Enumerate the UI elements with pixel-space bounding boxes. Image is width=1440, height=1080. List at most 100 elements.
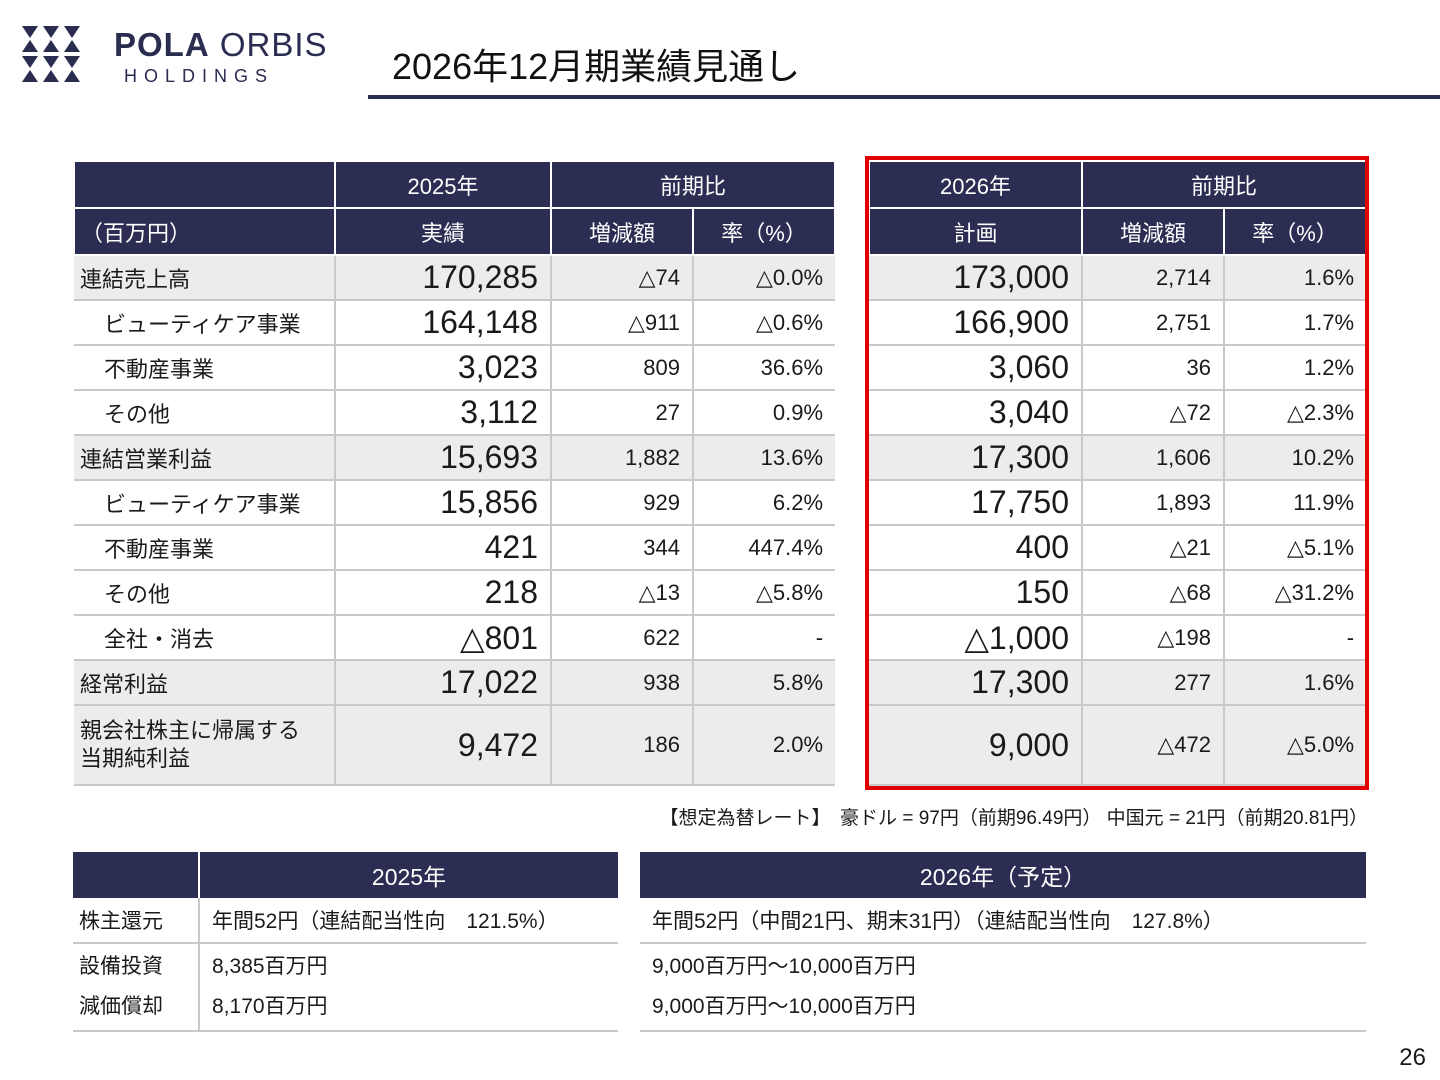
row-diff: △72	[1082, 390, 1225, 436]
row-diff: 809	[551, 345, 694, 391]
table-row: 3,060 36 1.2%	[869, 345, 1367, 391]
capex-depreciation-values: 9,000百万円～10,000百万円 9,000百万円～10,000百万円	[640, 943, 1366, 1032]
logo-triangles-icon	[22, 26, 80, 82]
row-diff: 186	[551, 705, 694, 786]
logo-subtitle: HOLDINGS	[124, 66, 275, 86]
row-rate: 447.4%	[693, 525, 836, 571]
table-row: ビューティケア事業 164,148 △911 △0.6%	[74, 300, 836, 346]
row-diff: 929	[551, 480, 694, 526]
header-rate: 率（%）	[691, 207, 837, 256]
row-label: その他	[74, 390, 336, 436]
row-label: 不動産事業	[74, 525, 336, 571]
row-value: 15,856	[335, 480, 552, 526]
depreciation-label: 減価償却	[79, 995, 163, 1018]
row-rate: 1.7%	[1224, 300, 1367, 346]
row-value: 150	[869, 570, 1083, 616]
row-rate: 1.6%	[1224, 255, 1367, 301]
table-row: 連結営業利益 15,693 1,882 13.6%	[74, 435, 836, 481]
row-rate: 36.6%	[693, 345, 836, 391]
table-row: 166,900 2,751 1.7%	[869, 300, 1367, 346]
table-row: 17,750 1,893 11.9%	[869, 480, 1367, 526]
table-row: 設備投資 減価償却 8,385百万円 8,170百万円	[73, 943, 618, 1032]
row-diff: 1,606	[1082, 435, 1225, 481]
row-rate: 0.9%	[693, 390, 836, 436]
table-row: その他 3,112 27 0.9%	[74, 390, 836, 436]
row-value: 166,900	[869, 300, 1083, 346]
row-rate: 2.0%	[693, 705, 836, 786]
row-label: 連結営業利益	[74, 435, 336, 481]
row-value: 400	[869, 525, 1083, 571]
depreciation-value: 9,000百万円～10,000百万円	[652, 995, 916, 1018]
dividend-label: 株主還元	[73, 898, 200, 944]
capex-label: 設備投資	[79, 955, 163, 978]
row-value: △801	[335, 615, 552, 661]
row-diff: 938	[551, 660, 694, 706]
row-value: 421	[335, 525, 552, 571]
header-blank	[73, 852, 199, 898]
row-label: 親会社株主に帰属する 当期純利益	[74, 705, 336, 786]
row-value: 170,285	[335, 255, 552, 301]
row-diff: 1,893	[1082, 480, 1225, 526]
company-logo: POLA ORBIS HOLDINGS	[22, 26, 342, 90]
row-rate: 1.6%	[1224, 660, 1367, 706]
plan-2026-table: 2026年 前期比 計画 増減額 率（%） 173,000 2,714 1.6%…	[868, 160, 1368, 786]
table-row: 不動産事業 421 344 447.4%	[74, 525, 836, 571]
row-diff: 277	[1082, 660, 1225, 706]
row-value: 173,000	[869, 255, 1083, 301]
row-label: 連結売上高	[74, 255, 336, 301]
row-diff: 36	[1082, 345, 1225, 391]
header-year-2025: 2025年	[198, 852, 618, 898]
row-diff: △68	[1082, 570, 1225, 616]
row-diff: 2,714	[1082, 255, 1225, 301]
row-value: △1,000	[869, 615, 1083, 661]
table-row: 173,000 2,714 1.6%	[869, 255, 1367, 301]
header-plan: 計画	[868, 207, 1083, 256]
table-row: 400 △21 △5.1%	[869, 525, 1367, 571]
row-value: 218	[335, 570, 552, 616]
row-value: 3,040	[869, 390, 1083, 436]
row-rate: -	[693, 615, 836, 661]
row-value: 164,148	[335, 300, 552, 346]
shareholder-return-2025-table: 2025年 株主還元 年間52円（連結配当性向 121.5%） 設備投資 減価償却…	[73, 852, 618, 1032]
row-value: 15,693	[335, 435, 552, 481]
row-diff: 344	[551, 525, 694, 571]
title-underline	[368, 95, 1440, 99]
row-label: ビューティケア事業	[74, 480, 336, 526]
table-row: 9,000百万円～10,000百万円 9,000百万円～10,000百万円	[640, 943, 1366, 1032]
row-rate: △0.6%	[693, 300, 836, 346]
row-diff: 2,751	[1082, 300, 1225, 346]
row-value: 9,000	[869, 705, 1083, 786]
capex-depreciation-labels: 設備投資 減価償却	[73, 943, 200, 1032]
row-label: 経常利益	[74, 660, 336, 706]
row-diff: 1,882	[551, 435, 694, 481]
logo-wordmark: POLA ORBIS	[114, 26, 328, 63]
row-value: 17,300	[869, 435, 1083, 481]
table-row: 不動産事業 3,023 809 36.6%	[74, 345, 836, 391]
row-rate: △0.0%	[693, 255, 836, 301]
header-rate: 率（%）	[1222, 207, 1368, 256]
row-rate: -	[1224, 615, 1367, 661]
table-row: △1,000 △198 -	[869, 615, 1367, 661]
header-blank	[73, 160, 336, 209]
row-rate: 5.8%	[693, 660, 836, 706]
header-diff: 増減額	[550, 207, 694, 256]
row-rate: △5.8%	[693, 570, 836, 616]
fx-rate-note: 【想定為替レート】 豪ドル = 97円（前期96.49円） 中国元 = 21円（…	[659, 808, 1368, 829]
row-rate: 10.2%	[1224, 435, 1367, 481]
dividend-value: 年間52円（中間21円、期末31円）（連結配当性向 127.8%）	[640, 898, 1366, 944]
row-rate: 11.9%	[1224, 480, 1367, 526]
row-label: 不動産事業	[74, 345, 336, 391]
row-rate: 6.2%	[693, 480, 836, 526]
shareholder-return-2026-table: 2026年（予定） 年間52円（中間21円、期末31円）（連結配当性向 127.…	[640, 852, 1366, 1032]
row-value: 17,300	[869, 660, 1083, 706]
row-diff: △472	[1082, 705, 1225, 786]
results-2025-table: 2025年 前期比 （百万円） 実績 増減額 率（%） 連結売上高 170,28…	[73, 160, 837, 786]
table-row: 経常利益 17,022 938 5.8%	[74, 660, 836, 706]
page-number: 26	[1399, 1044, 1426, 1071]
page-title: 2026年12月期業績見通し	[392, 46, 801, 87]
row-value: 9,472	[335, 705, 552, 786]
table-row: 年間52円（中間21円、期末31円）（連結配当性向 127.8%）	[640, 898, 1366, 944]
header-year-2026: 2026年	[868, 160, 1083, 209]
row-rate: △5.1%	[1224, 525, 1367, 571]
header-unit: （百万円）	[73, 207, 336, 256]
